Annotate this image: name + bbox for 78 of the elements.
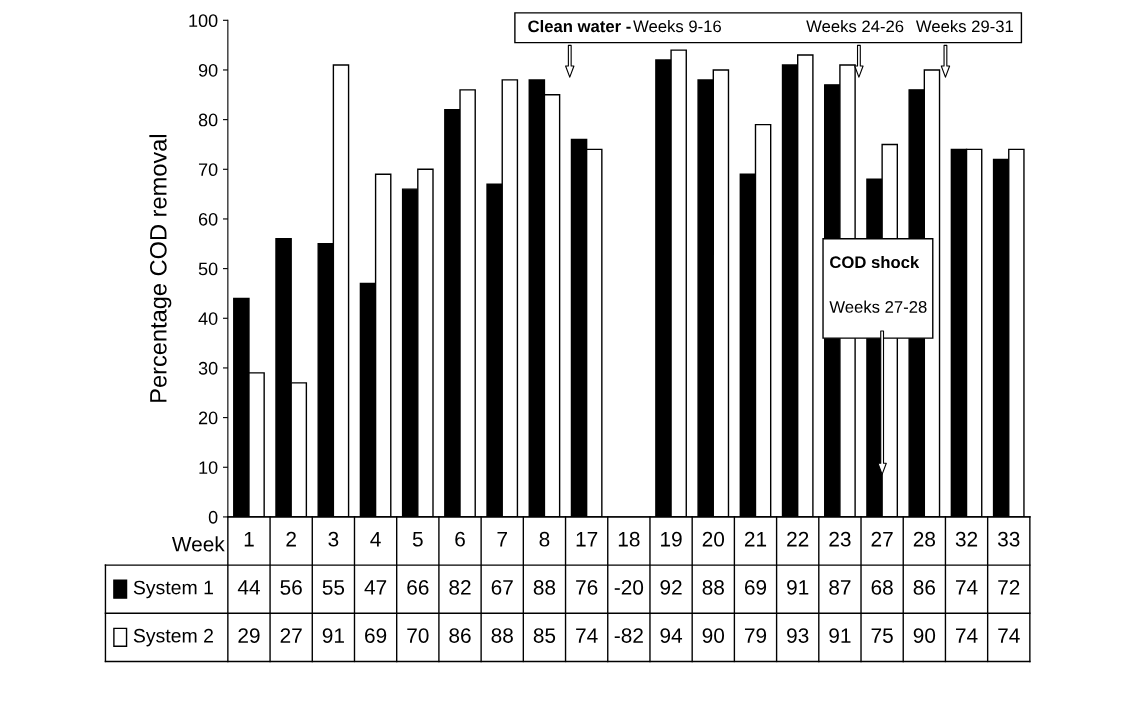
data-label: 76 — [576, 580, 598, 595]
data-label: 75 — [871, 628, 893, 643]
data-label: 82 — [449, 580, 471, 595]
x-tick-label: 1 — [244, 532, 254, 547]
annotation: Weeks 29-31 — [915, 19, 1013, 33]
data-label: 88 — [533, 580, 556, 595]
y-tick-label: 30 — [198, 361, 218, 375]
data-label: 86 — [449, 628, 471, 643]
data-label: 74 — [576, 628, 598, 643]
y-tick-label: 50 — [198, 262, 218, 276]
y-tick-label: 100 — [189, 14, 218, 28]
y-tick-label: 60 — [198, 212, 218, 226]
data-label: 68 — [871, 580, 893, 595]
x-tick-label: 33 — [997, 531, 1020, 547]
data-label: 87 — [829, 580, 851, 595]
data-label: 90 — [702, 628, 725, 643]
x-tick-label: 22 — [787, 531, 809, 547]
x-tick-label: 18 — [618, 531, 640, 547]
x-tick-label: 20 — [702, 531, 725, 547]
data-label: 91 — [787, 580, 809, 595]
data-label: 94 — [660, 628, 683, 643]
y-tick-label: 40 — [198, 312, 218, 325]
y-tick-label: 10 — [199, 461, 218, 474]
data-label: 56 — [280, 580, 302, 595]
data-label: 86 — [913, 580, 936, 595]
legend-label: System 1 — [133, 580, 213, 599]
x-tick-label: 23 — [829, 531, 851, 547]
data-label: 55 — [322, 580, 345, 595]
x-tick-label: 2 — [286, 531, 296, 547]
data-label: 79 — [744, 628, 767, 643]
x-tick-label: 17 — [576, 532, 598, 547]
data-label: 74 — [998, 628, 1020, 643]
x-tick-label: 3 — [328, 531, 339, 547]
y-tick-label: 80 — [198, 113, 218, 127]
data-label: 67 — [491, 580, 513, 595]
data-label: 91 — [829, 628, 851, 643]
x-tick-label: 6 — [455, 531, 465, 547]
x-tick-label: 4 — [370, 532, 381, 547]
x-tick-label: 7 — [497, 532, 507, 547]
data-label: 93 — [787, 628, 809, 643]
x-axis-title: Week — [171, 536, 225, 552]
y-tick-label: 90 — [198, 63, 218, 77]
data-label: 66 — [407, 580, 429, 595]
x-tick-label: 32 — [955, 531, 978, 547]
x-tick-label: 5 — [412, 532, 423, 547]
x-tick-label: 27 — [871, 531, 893, 547]
y-tick-label: 0 — [208, 510, 218, 524]
x-tick-label: 19 — [661, 531, 682, 547]
annotation: Weeks 24-26 — [806, 19, 904, 33]
x-tick-label: 8 — [539, 531, 550, 547]
x-tick-label: 28 — [913, 531, 936, 547]
data-label: 74 — [956, 628, 978, 643]
annotation: Weeks 9-16 — [633, 19, 721, 33]
annotation: Clean water - — [528, 19, 631, 33]
y-axis-title: Percentage COD removal — [149, 135, 172, 402]
data-label: 29 — [238, 628, 260, 643]
x-tick-label: 21 — [744, 531, 767, 547]
data-label: 27 — [280, 628, 302, 643]
data-label: 47 — [364, 580, 387, 595]
data-label: 70 — [407, 628, 429, 643]
annotation: COD shock — [830, 255, 920, 269]
data-label: 92 — [660, 580, 682, 595]
data-label: 44 — [237, 580, 260, 595]
data-label: 88 — [702, 580, 724, 595]
data-label: 74 — [956, 580, 978, 595]
text: -20 — [614, 580, 644, 595]
text: -82 — [614, 628, 643, 643]
data-label: 90 — [913, 628, 936, 643]
data-label: 85 — [533, 628, 556, 643]
legend-label: System 2 — [133, 628, 213, 647]
data-label: 69 — [744, 580, 767, 595]
data-label: 91 — [322, 628, 344, 643]
data-label: 88 — [491, 628, 513, 643]
y-tick-label: 70 — [198, 163, 218, 177]
annotation: Weeks 27-28 — [829, 300, 927, 313]
data-label: 72 — [998, 580, 1020, 595]
y-tick-label: 20 — [198, 411, 218, 425]
data-label: 69 — [365, 628, 387, 643]
